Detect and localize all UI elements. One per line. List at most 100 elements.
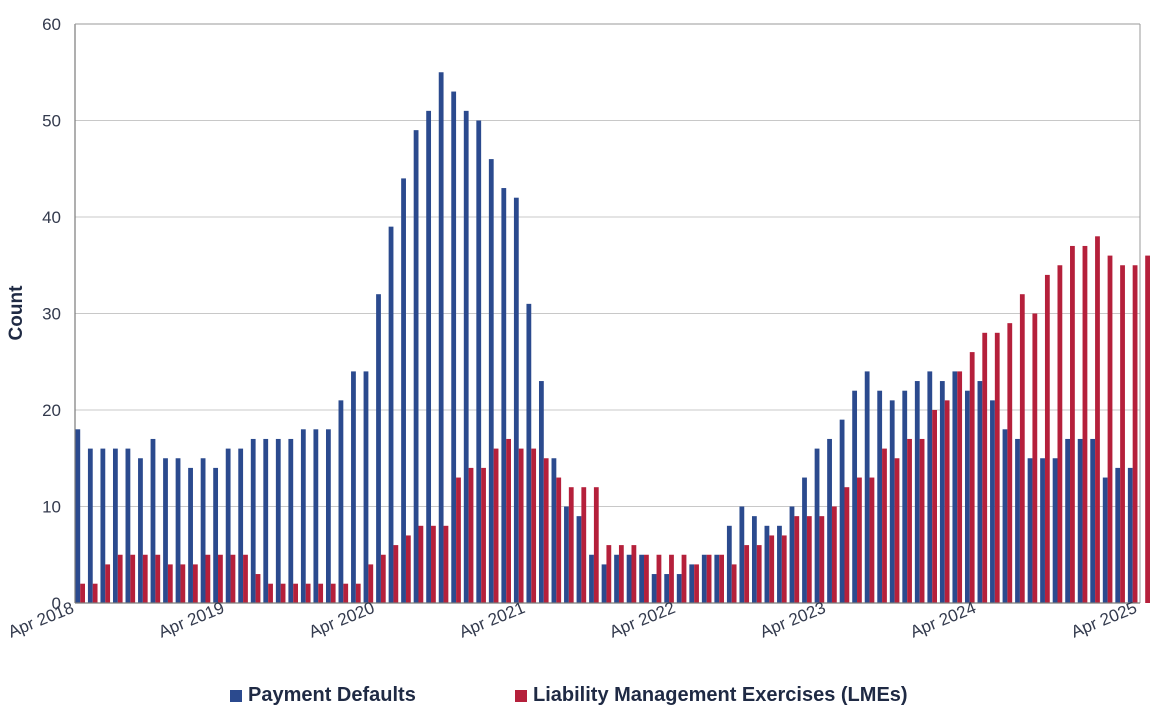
x-tick-label-7: Apr 2025 bbox=[1068, 598, 1139, 641]
bar-payment-defaults-57 bbox=[789, 506, 795, 603]
bar-payment-defaults-73 bbox=[990, 400, 995, 603]
bar-lmes-64 bbox=[882, 448, 887, 603]
bar-payment-defaults-77 bbox=[1040, 458, 1045, 603]
bar-payment-defaults-36 bbox=[526, 303, 532, 603]
bar-lmes-51 bbox=[719, 554, 724, 603]
bar-lmes-4 bbox=[130, 554, 136, 603]
bar-lmes-48 bbox=[681, 554, 687, 603]
bar-payment-defaults-68 bbox=[927, 371, 933, 603]
bar-lmes-31 bbox=[468, 467, 474, 603]
bar-lmes-6 bbox=[155, 554, 161, 603]
bar-lmes-21 bbox=[343, 583, 349, 603]
bar-lmes-68 bbox=[932, 410, 937, 603]
bar-lmes-25 bbox=[393, 545, 399, 603]
y-tick-label-50: 50 bbox=[42, 112, 61, 131]
legend-item-payment-defaults: Payment Defaults bbox=[230, 684, 416, 707]
bar-payment-defaults-66 bbox=[902, 390, 908, 603]
bar-payment-defaults-17 bbox=[288, 438, 294, 603]
bar-lmes-23 bbox=[368, 564, 374, 603]
bar-payment-defaults-58 bbox=[802, 477, 807, 603]
bar-payment-defaults-23 bbox=[363, 371, 369, 603]
bar-payment-defaults-37 bbox=[538, 381, 544, 603]
bar-lmes-60 bbox=[831, 506, 837, 603]
bar-payment-defaults-63 bbox=[864, 371, 870, 603]
y-tick-label-60: 60 bbox=[42, 15, 61, 34]
bar-lmes-14 bbox=[255, 574, 261, 603]
bar-payment-defaults-55 bbox=[764, 525, 770, 603]
bar-lmes-63 bbox=[869, 477, 875, 603]
legend-label-payment-defaults: Payment Defaults bbox=[248, 684, 416, 706]
x-axis-tick-labels: Apr 2018 Apr 2019 Apr 2020 Apr 2021 Apr 2022… bbox=[5, 598, 1139, 641]
bar-payment-defaults-28 bbox=[426, 110, 432, 603]
bar-payment-defaults-33 bbox=[488, 159, 494, 603]
bar-lmes-29 bbox=[443, 525, 449, 603]
bar-lmes-49 bbox=[694, 564, 699, 603]
bar-payment-defaults-45 bbox=[639, 554, 645, 603]
bar-payment-defaults-25 bbox=[388, 226, 394, 603]
x-tick-label-4: Apr 2022 bbox=[607, 598, 678, 641]
bar-payment-defaults-84 bbox=[1127, 467, 1133, 603]
bar-lmes-46 bbox=[656, 554, 662, 603]
bar-lmes-81 bbox=[1095, 236, 1100, 604]
bar-lmes-17 bbox=[293, 583, 298, 603]
bar-payment-defaults-2 bbox=[100, 448, 106, 603]
bar-payment-defaults-34 bbox=[501, 188, 507, 604]
bar-lmes-43 bbox=[618, 545, 624, 603]
bar-lmes-56 bbox=[781, 535, 787, 603]
bar-lmes-57 bbox=[794, 516, 800, 603]
bar-lmes-62 bbox=[857, 477, 862, 603]
bar-payment-defaults-35 bbox=[513, 197, 519, 603]
bar-payment-defaults-0 bbox=[75, 429, 81, 603]
bar-payment-defaults-82 bbox=[1102, 477, 1108, 603]
bar-payment-defaults-40 bbox=[576, 516, 582, 603]
x-tick-label-6: Apr 2024 bbox=[908, 598, 979, 641]
bar-lmes-11 bbox=[218, 554, 223, 603]
bar-payment-defaults-22 bbox=[351, 371, 356, 603]
x-tick-label-5: Apr 2023 bbox=[757, 598, 828, 641]
legend-swatch-lmes bbox=[515, 689, 527, 702]
bar-payment-defaults-69 bbox=[939, 381, 945, 603]
bar-payment-defaults-13 bbox=[238, 448, 244, 603]
y-tick-label-10: 10 bbox=[42, 498, 61, 517]
bar-payment-defaults-4 bbox=[125, 448, 131, 603]
bar-payment-defaults-78 bbox=[1052, 458, 1058, 603]
bar-lmes-35 bbox=[518, 448, 524, 603]
legend-item-lmes: Liability Management Exercises (LMEs) bbox=[515, 684, 908, 707]
bar-lmes-85 bbox=[1145, 255, 1150, 603]
bar-payment-defaults-64 bbox=[877, 390, 883, 603]
bar-payment-defaults-15 bbox=[263, 438, 269, 603]
bar-lmes-52 bbox=[731, 564, 737, 603]
bar-lmes-41 bbox=[593, 487, 599, 603]
bar-payment-defaults-16 bbox=[275, 438, 281, 603]
y-axis-label: Count bbox=[6, 285, 27, 341]
y-tick-label-20: 20 bbox=[42, 401, 61, 420]
bar-lmes-39 bbox=[568, 487, 574, 603]
bar-payment-defaults-70 bbox=[952, 371, 958, 603]
bar-lmes-26 bbox=[405, 535, 411, 603]
bar-payment-defaults-3 bbox=[112, 448, 118, 603]
bar-payment-defaults-50 bbox=[701, 554, 707, 603]
bar-lmes-50 bbox=[706, 554, 712, 603]
bar-lmes-20 bbox=[330, 583, 336, 603]
x-tick-label-2: Apr 2020 bbox=[306, 598, 377, 641]
bar-lmes-44 bbox=[631, 545, 637, 603]
bar-lmes-8 bbox=[180, 564, 186, 603]
bar-lmes-65 bbox=[894, 458, 900, 603]
bar-payment-defaults-60 bbox=[827, 438, 832, 603]
bar-lmes-12 bbox=[230, 554, 236, 603]
bar-payment-defaults-53 bbox=[739, 506, 745, 603]
bar-lmes-33 bbox=[493, 448, 499, 603]
bar-lmes-80 bbox=[1082, 245, 1088, 603]
bar-lmes-47 bbox=[669, 554, 674, 603]
bar-payment-defaults-72 bbox=[977, 381, 983, 603]
bar-lmes-66 bbox=[907, 438, 912, 603]
bar-lmes-45 bbox=[644, 554, 649, 603]
y-axis-tick-labels: 0 10 20 30 40 50 60 bbox=[42, 15, 61, 613]
bar-payment-defaults-48 bbox=[676, 574, 682, 603]
bar-payment-defaults-1 bbox=[87, 448, 93, 603]
bar-payment-defaults-14 bbox=[250, 438, 256, 603]
bar-lmes-40 bbox=[581, 487, 587, 603]
bar-lmes-59 bbox=[819, 516, 825, 603]
bar-lmes-9 bbox=[192, 564, 198, 603]
